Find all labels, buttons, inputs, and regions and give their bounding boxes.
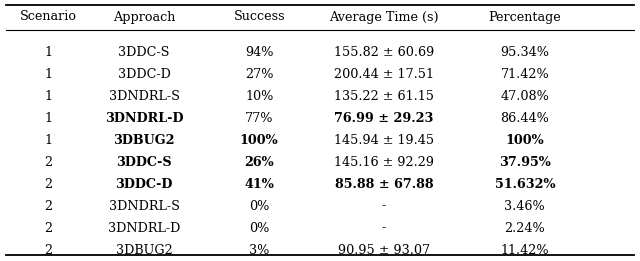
Text: 77%: 77% [245,111,273,124]
Text: 0%: 0% [249,199,269,212]
Text: -: - [382,222,386,234]
Text: 3DBUG2: 3DBUG2 [116,244,172,257]
Text: 1: 1 [44,111,52,124]
Text: 2: 2 [44,156,52,169]
Text: 1: 1 [44,45,52,58]
Text: 3DDC-S: 3DDC-S [118,45,170,58]
Text: 3DDC-S: 3DDC-S [116,156,172,169]
Text: 10%: 10% [245,90,273,103]
Text: 2.24%: 2.24% [504,222,545,234]
Text: 3DNDRL-S: 3DNDRL-S [109,199,179,212]
Text: 3DNDRL-D: 3DNDRL-D [105,111,183,124]
Text: 26%: 26% [244,156,274,169]
Text: 11.42%: 11.42% [500,244,549,257]
Text: 3DNDRL-D: 3DNDRL-D [108,222,180,234]
Text: 100%: 100% [506,133,544,146]
Text: -: - [382,199,386,212]
Text: 3DBUG2: 3DBUG2 [113,133,175,146]
Text: 3DNDRL-S: 3DNDRL-S [109,90,179,103]
Text: 135.22 ± 61.15: 135.22 ± 61.15 [334,90,434,103]
Text: 0%: 0% [249,222,269,234]
Text: 2: 2 [44,222,52,234]
Text: 145.16 ± 92.29: 145.16 ± 92.29 [334,156,434,169]
Text: 2: 2 [44,244,52,257]
Text: 100%: 100% [240,133,278,146]
Text: 3.46%: 3.46% [504,199,545,212]
Text: 2: 2 [44,177,52,191]
Text: 27%: 27% [245,68,273,80]
Text: 3%: 3% [249,244,269,257]
Text: 3DDC-D: 3DDC-D [115,177,173,191]
Text: 76.99 ± 29.23: 76.99 ± 29.23 [334,111,434,124]
Text: 71.42%: 71.42% [500,68,549,80]
Text: Average Time (s): Average Time (s) [329,10,439,23]
Text: 1: 1 [44,68,52,80]
Text: Scenario: Scenario [19,10,77,23]
Text: 41%: 41% [244,177,274,191]
Text: Percentage: Percentage [488,10,561,23]
Text: 1: 1 [44,90,52,103]
Text: 3DDC-D: 3DDC-D [118,68,170,80]
Text: 86.44%: 86.44% [500,111,549,124]
Text: Approach: Approach [113,10,175,23]
Text: 1: 1 [44,133,52,146]
Text: 155.82 ± 60.69: 155.82 ± 60.69 [334,45,434,58]
Text: 51.632%: 51.632% [495,177,555,191]
Text: 37.95%: 37.95% [499,156,550,169]
Text: 47.08%: 47.08% [500,90,549,103]
Text: 94%: 94% [245,45,273,58]
Text: 200.44 ± 17.51: 200.44 ± 17.51 [334,68,434,80]
Text: 85.88 ± 67.88: 85.88 ± 67.88 [335,177,433,191]
Text: 145.94 ± 19.45: 145.94 ± 19.45 [334,133,434,146]
Text: 2: 2 [44,199,52,212]
Text: Success: Success [234,10,285,23]
Text: 90.95 ± 93.07: 90.95 ± 93.07 [338,244,430,257]
Text: 95.34%: 95.34% [500,45,549,58]
